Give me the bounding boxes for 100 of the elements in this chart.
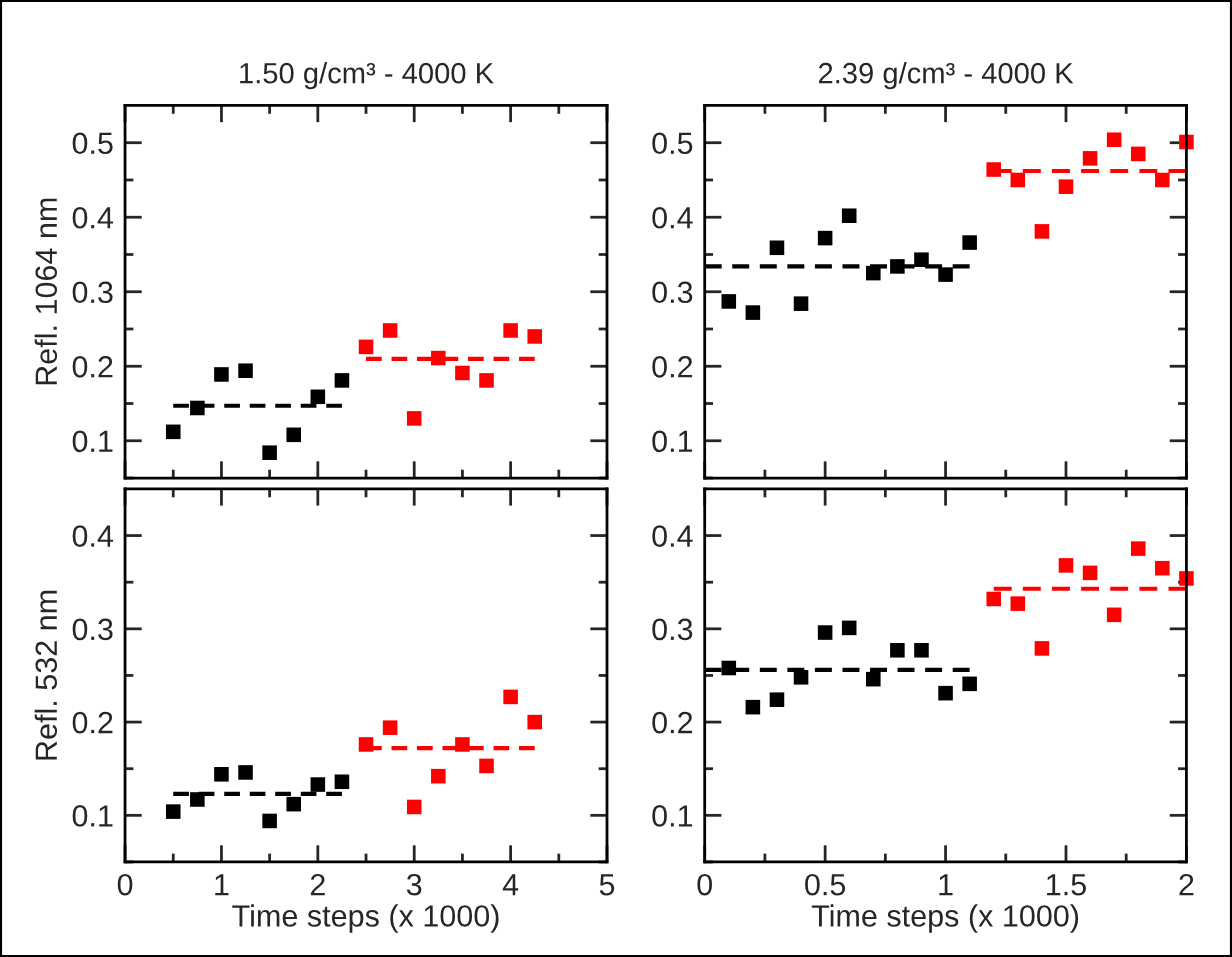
point [938,685,953,701]
point [358,339,374,355]
point [938,267,953,282]
x-tick-label: 0.5 [805,873,846,896]
y-tick-label: 0.3 [652,618,693,641]
point [286,427,302,443]
y-axis-title: Refl. 532 nm [34,590,58,760]
point [334,774,350,790]
y-tick-label: 0.2 [72,355,113,378]
x-tick-label: 1 [215,874,229,896]
point [1010,596,1026,611]
point [527,329,542,344]
point [238,765,253,780]
point [238,363,253,379]
point [986,162,1002,177]
point [817,625,833,640]
y-tick-label: 0.1 [72,430,113,453]
x-tick-label: 3 [406,873,422,896]
x-tick-label: 0 [697,873,713,896]
y-axis-title: Refl. 1064 nm [34,198,58,385]
point [214,767,229,782]
y-tick-label: 0.4 [652,525,693,547]
y-tick-label: 0.3 [652,281,693,304]
y-tick-label: 0.2 [652,711,693,734]
point [769,240,785,256]
point [431,350,446,366]
point [793,296,809,311]
point [1058,558,1074,573]
point [962,235,977,250]
x-tick-label: 2 [1179,873,1194,896]
point [455,737,470,752]
y-tick-label: 0.3 [72,281,113,304]
point [1130,541,1146,556]
point [310,389,326,405]
point [721,294,737,309]
y-tick-label: 0.4 [652,206,693,229]
point [334,373,350,388]
point [165,424,181,440]
point [1010,172,1026,188]
point [890,642,905,658]
point [406,799,422,815]
point [962,676,977,692]
point [866,671,881,687]
point [406,411,422,426]
point [1155,172,1170,188]
point [745,305,761,320]
point [841,620,857,636]
y-tick-label: 0.3 [72,618,113,641]
y-tick-label: 0.4 [72,206,114,229]
point [890,259,905,274]
point [986,591,1002,607]
x-tick-label: 5 [599,874,615,896]
point [1155,560,1170,576]
point [310,777,326,792]
point [503,323,518,338]
x-tick-label: 1.5 [1047,874,1086,896]
y-tick-label: 0.5 [72,132,113,155]
point [503,689,518,705]
point [914,642,929,658]
point [1034,224,1050,239]
point [1106,132,1122,148]
point [745,699,761,715]
point [1034,641,1050,656]
x-tick-label: 0 [117,873,133,896]
point [527,714,542,730]
point [262,445,277,460]
point [286,796,302,812]
point [1082,151,1098,166]
x-tick-label: 1 [939,874,953,896]
y-tick-label: 0.1 [72,805,113,827]
y-tick-label: 0.5 [652,132,693,155]
point [769,692,785,707]
x-axis-title: Time steps (x 1000) [232,904,499,933]
point [382,720,398,735]
point [214,367,229,382]
point [455,365,470,381]
point [914,252,929,267]
point [1058,179,1074,194]
y-tick-label: 0.2 [652,355,693,378]
chart-title: 2.39 g/cm³ - 4000 K [818,62,1074,90]
chart-title: 1.50 g/cm³ - 4000 K [240,62,494,90]
x-tick-label: 2 [310,873,325,896]
point [1130,146,1146,162]
y-tick-label: 0.1 [652,805,693,827]
point [165,804,181,819]
point [431,768,446,784]
point [841,208,857,224]
x-axis-title: Time steps (x 1000) [811,904,1079,933]
y-tick-label: 0.4 [72,525,114,547]
point [262,813,277,829]
y-tick-label: 0.1 [652,430,693,453]
point [479,758,494,774]
point [190,792,205,807]
point [793,670,809,685]
point [817,230,833,246]
point [1106,607,1122,623]
y-tick-label: 0.2 [72,711,113,734]
x-tick-label: 4 [502,874,519,896]
point [1082,565,1098,581]
point [479,373,494,388]
